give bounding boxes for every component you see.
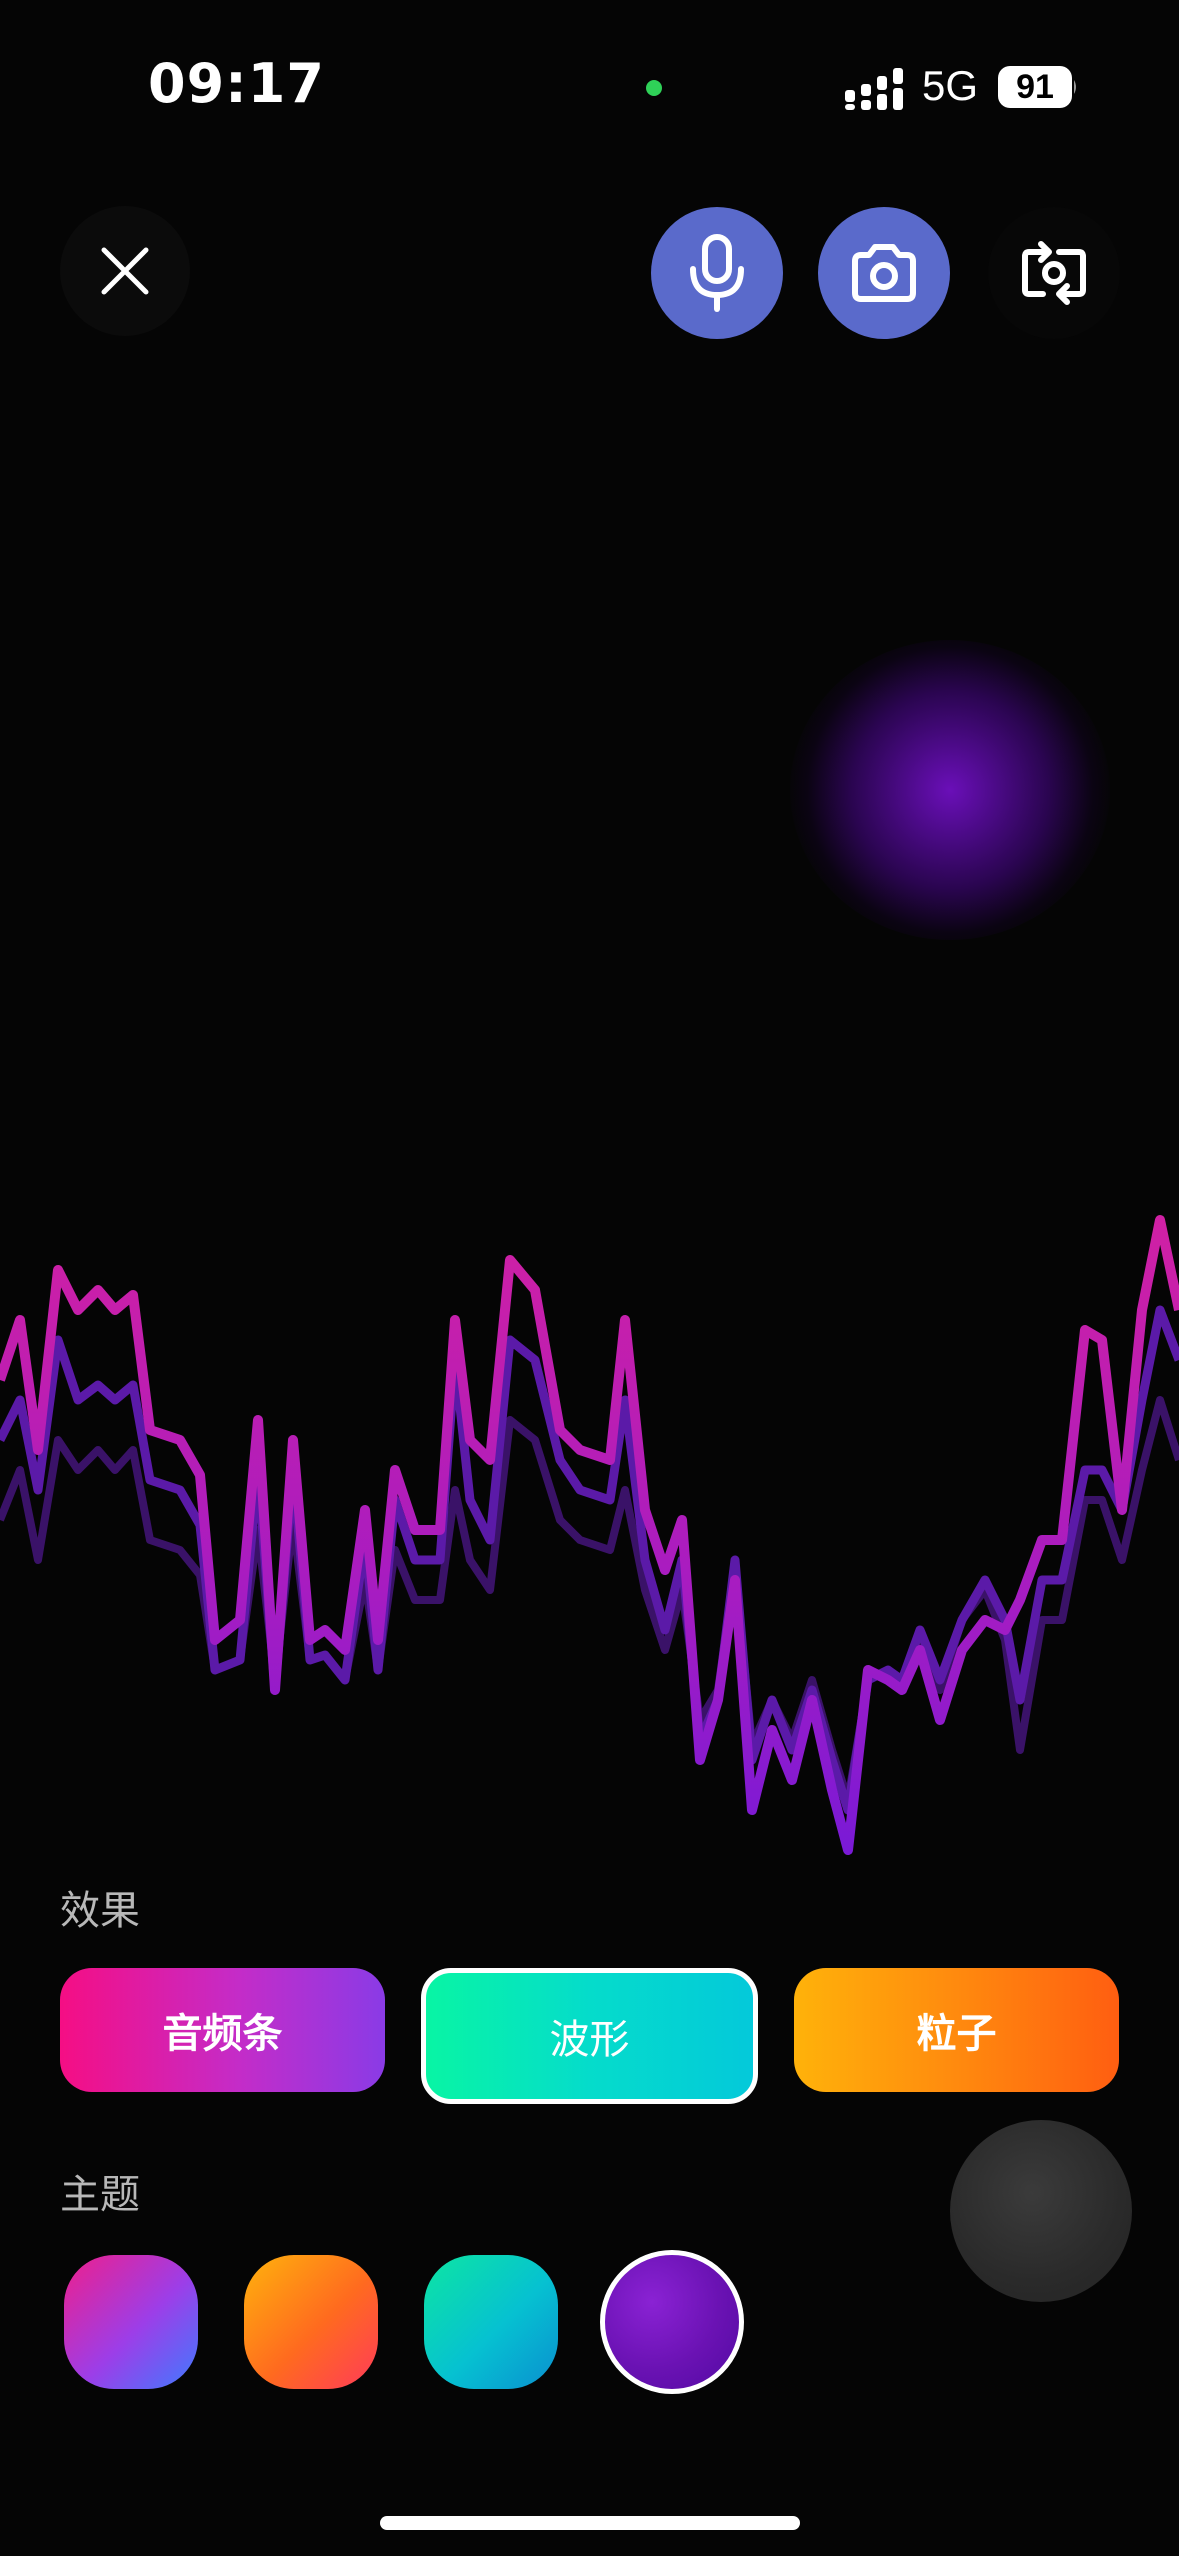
record-button[interactable] xyxy=(950,2120,1132,2302)
home-indicator[interactable] xyxy=(380,2516,800,2530)
flip-camera-button[interactable] xyxy=(988,207,1120,339)
network-type: 5G xyxy=(922,62,979,109)
camera-button[interactable] xyxy=(818,207,950,339)
theme-swatch-pink-blue[interactable] xyxy=(64,2255,198,2389)
effect-particles-button[interactable]: 粒子 xyxy=(794,1968,1119,2092)
camera-in-use-indicator xyxy=(646,80,662,96)
signal-bars-icon xyxy=(845,68,903,110)
close-icon xyxy=(101,247,149,295)
camera-icon xyxy=(852,244,916,302)
effect-audio-bars-button[interactable]: 音频条 xyxy=(60,1968,385,2092)
theme-swatch-orange-red[interactable] xyxy=(244,2255,378,2389)
close-button[interactable] xyxy=(60,206,190,336)
waveform-middle-layer xyxy=(0,1305,1179,1815)
waveform-back-layer xyxy=(0,1396,1179,1804)
glow-orb xyxy=(790,640,1110,940)
battery-level: 91 xyxy=(1016,68,1054,106)
theme-swatch-teal-blue[interactable] xyxy=(424,2255,558,2389)
battery-icon xyxy=(998,66,1076,108)
waveform-visualization xyxy=(0,1215,1179,1855)
microphone-icon xyxy=(690,234,744,312)
theme-section-label: 主题 xyxy=(60,2172,140,2218)
effect-waveform-button[interactable]: 波形 xyxy=(421,1968,758,2104)
flip-camera-icon xyxy=(1022,241,1086,305)
microphone-button[interactable] xyxy=(651,207,783,339)
theme-swatch-purple-selected[interactable] xyxy=(600,2250,744,2394)
status-time: 09:17 xyxy=(148,52,325,115)
effects-section-label: 效果 xyxy=(60,1888,140,1934)
waveform-front-layer xyxy=(0,1215,1179,1855)
